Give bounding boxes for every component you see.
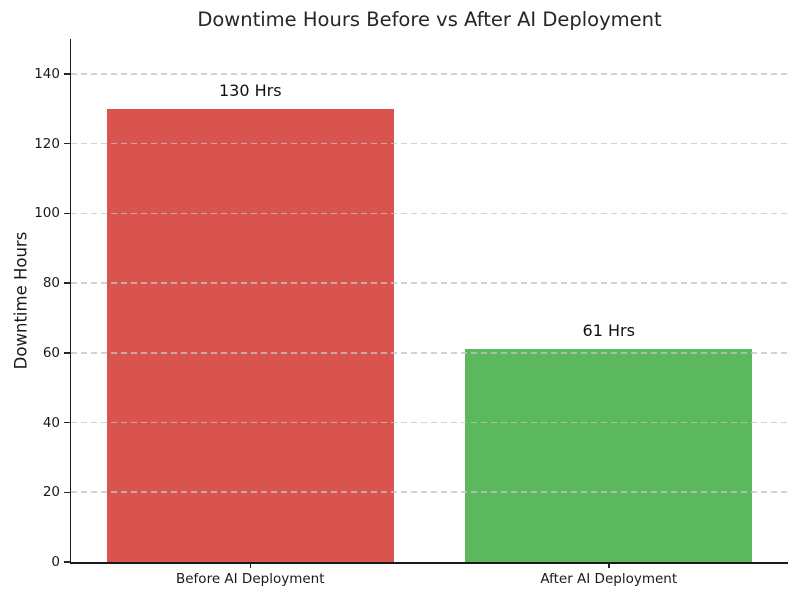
x-axis-spine (69, 562, 788, 564)
y-tick-mark (63, 282, 70, 284)
y-tick-label: 40 (42, 414, 60, 431)
gridline-y140 (71, 73, 788, 75)
y-tick-label: 120 (34, 135, 60, 152)
y-tick-label: 20 (42, 484, 60, 501)
gridline-y40 (71, 421, 788, 424)
x-tick-mark (608, 562, 610, 568)
y-axis-spine (69, 39, 71, 564)
y-tick-label: 80 (42, 275, 60, 292)
y-tick-mark (63, 561, 70, 563)
gridline-y80 (71, 282, 788, 284)
y-tick-mark (63, 352, 70, 354)
bar-after-ai-deployment (465, 349, 753, 562)
y-tick-label: 100 (34, 205, 60, 222)
bar-value-label: 61 Hrs (582, 321, 635, 341)
gridline-y60 (71, 352, 788, 354)
x-tick-label-before-ai-deployment: Before AI Deployment (175, 571, 325, 587)
chart-title: Downtime Hours Before vs After AI Deploy… (197, 8, 662, 31)
y-tick-mark (63, 73, 70, 75)
y-tick-mark (63, 491, 70, 494)
y-tick-mark (63, 212, 70, 215)
y-tick-mark (63, 142, 70, 145)
y-tick-label: 140 (34, 65, 60, 82)
x-tick-mark (249, 562, 251, 568)
bar-before-ai-deployment (106, 108, 394, 562)
y-tick-label: 60 (42, 344, 60, 361)
gridline-y20 (71, 491, 788, 494)
gridline-y120 (71, 142, 788, 145)
bar-value-label: 130 Hrs (218, 80, 282, 100)
y-tick-mark (63, 421, 70, 424)
y-tick-label: 0 (51, 554, 60, 570)
x-tick-label-after-ai-deployment: After AI Deployment (540, 571, 678, 587)
gridline-y100 (71, 212, 788, 215)
